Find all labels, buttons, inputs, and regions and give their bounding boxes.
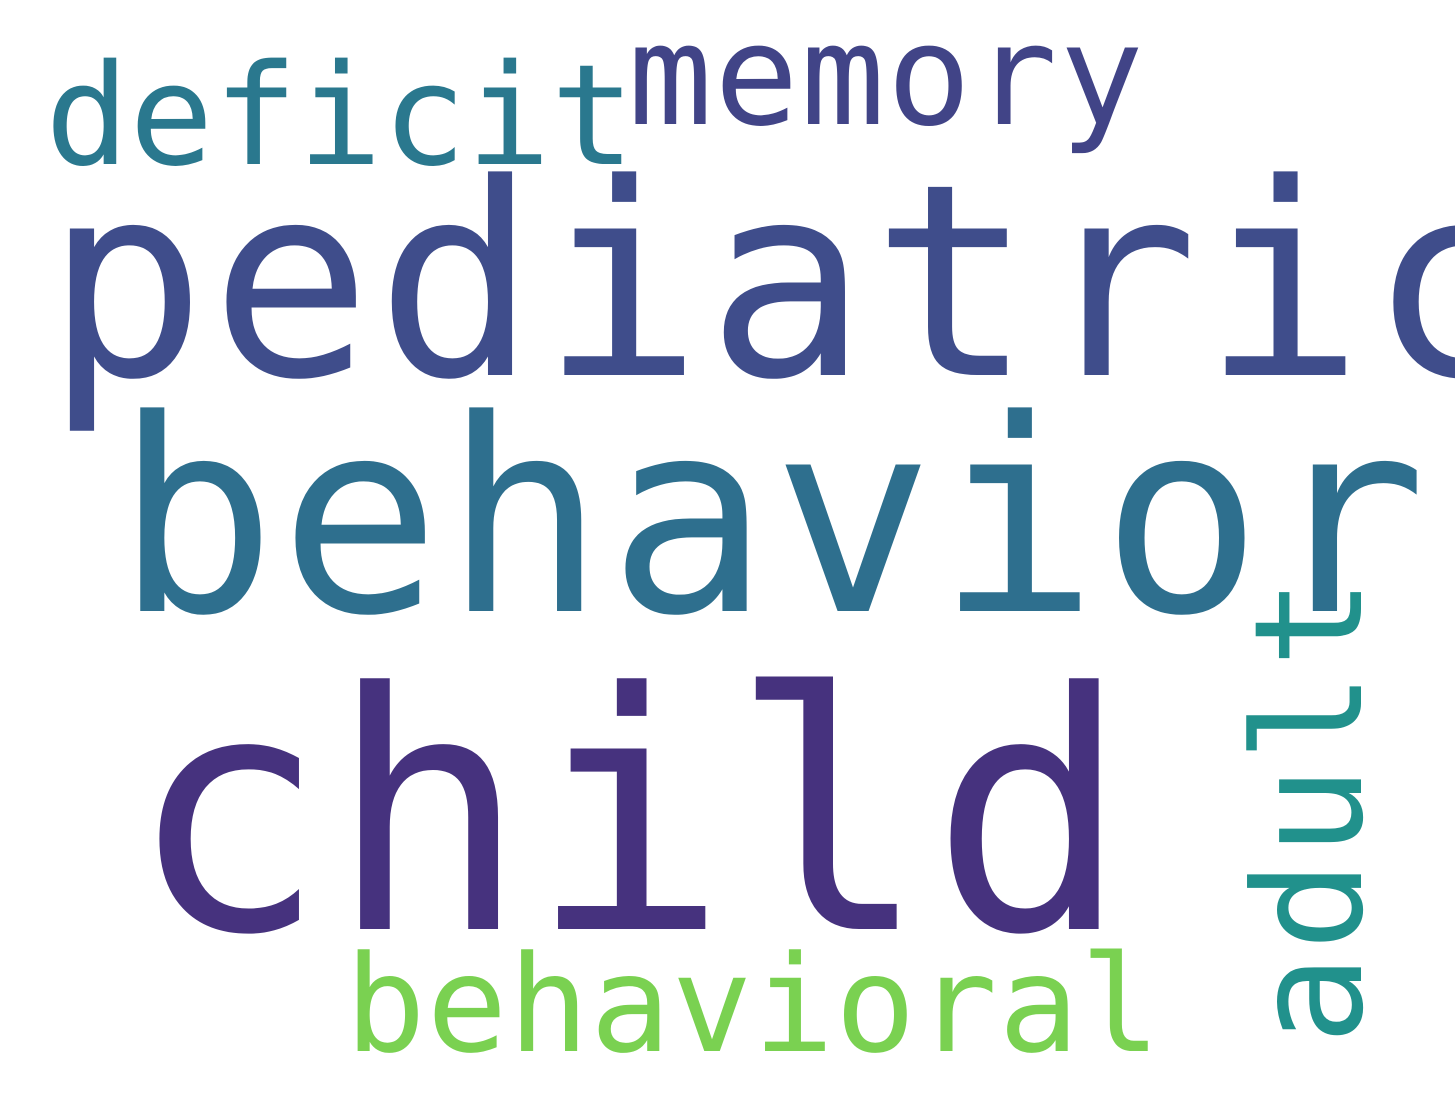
word-memory: memory — [628, 0, 1146, 158]
word-behavior: behavior — [115, 363, 1430, 675]
word-child: child — [128, 623, 1132, 1007]
word-adult: adult — [1223, 573, 1397, 1045]
word-behavioral: behavioral — [345, 927, 1162, 1083]
word-deficit: deficit — [45, 35, 636, 198]
word-pediatric: pediatric — [45, 127, 1455, 439]
